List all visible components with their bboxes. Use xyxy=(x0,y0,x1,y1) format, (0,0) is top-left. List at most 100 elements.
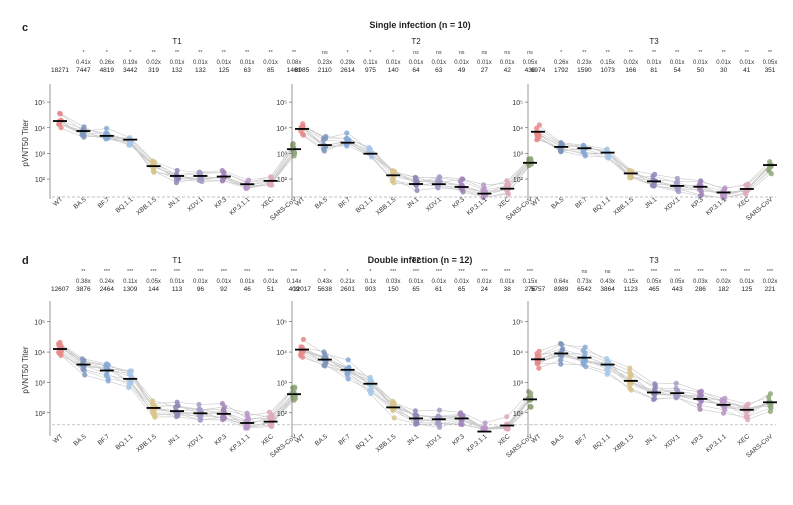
data-point xyxy=(580,142,587,148)
data-point xyxy=(219,178,225,184)
data-point xyxy=(457,411,463,417)
significance-label: ** xyxy=(198,50,203,56)
data-point xyxy=(246,177,252,183)
gmt-value-label: 140 xyxy=(388,67,399,74)
category-label: WT xyxy=(52,196,64,208)
significance-label: ** xyxy=(292,50,297,56)
data-point xyxy=(536,133,543,139)
data-point xyxy=(414,412,420,418)
significance-label: ** xyxy=(629,50,634,56)
category-label: XBB.1.5 xyxy=(375,196,398,217)
gmt-value-label: 2614 xyxy=(340,67,355,74)
significance-label: ns xyxy=(504,50,510,56)
significance-label: *** xyxy=(197,269,204,275)
fold-change-label: 0.01x xyxy=(263,279,278,285)
significance-label: *** xyxy=(127,269,134,275)
data-point xyxy=(673,393,679,399)
data-point xyxy=(626,167,633,173)
category-label: XEC xyxy=(736,196,751,210)
category-label: BF.7 xyxy=(97,433,112,447)
data-point xyxy=(582,350,588,356)
data-point xyxy=(558,357,564,363)
gmt-value-label: 50 xyxy=(697,67,705,74)
fold-change-label: 0.19x xyxy=(123,60,138,66)
fold-change-label: 0.01x xyxy=(477,279,492,285)
data-point xyxy=(58,348,64,354)
data-point xyxy=(582,344,588,350)
gmt-value-label: 2464 xyxy=(100,286,115,293)
data-point xyxy=(558,140,564,146)
category-label: KP.3 xyxy=(451,196,466,210)
data-point xyxy=(300,336,307,342)
significance-label: * xyxy=(129,50,132,56)
category-label: BA.5 xyxy=(72,433,88,448)
gmt-value-label: 5638 xyxy=(318,286,333,293)
data-point xyxy=(651,387,658,393)
fold-change-label: 0.01x xyxy=(454,279,469,285)
category-label: JN.1 xyxy=(406,433,421,447)
significance-label: ** xyxy=(698,50,703,56)
gmt-value-label: 182 xyxy=(718,286,729,293)
data-point xyxy=(321,135,327,141)
data-point xyxy=(435,420,441,426)
fold-change-label: 0.01x xyxy=(716,60,731,66)
category-label: WT xyxy=(52,433,64,445)
fold-change-label: 0.01x xyxy=(500,279,515,285)
significance-label: ** xyxy=(605,50,610,56)
data-point xyxy=(558,361,564,367)
significance-label: ** xyxy=(745,50,750,56)
data-point xyxy=(367,378,373,384)
data-point xyxy=(722,398,728,404)
data-point xyxy=(172,404,179,410)
data-point xyxy=(105,362,111,368)
panel-letter-c: c xyxy=(22,22,29,34)
category-label: JN.1 xyxy=(644,433,659,447)
gmt-value-label: 125 xyxy=(741,286,752,293)
significance-label: * xyxy=(324,269,327,275)
data-point xyxy=(243,184,249,190)
fold-change-label: 0.01x xyxy=(409,60,424,66)
data-point xyxy=(766,166,772,172)
data-point xyxy=(482,420,488,426)
data-point xyxy=(722,194,728,200)
panel-title-t3: T3 xyxy=(649,37,659,46)
significance-label: *** xyxy=(651,269,658,275)
data-point xyxy=(560,346,566,352)
significance-label: ** xyxy=(222,50,227,56)
significance-label: *** xyxy=(504,269,511,275)
significance-label: ** xyxy=(652,50,657,56)
data-point xyxy=(266,414,272,421)
data-point xyxy=(221,415,228,421)
significance-label: *** xyxy=(744,269,751,275)
data-point xyxy=(245,415,251,421)
data-point xyxy=(219,167,225,174)
gmt-value-label: 1461 xyxy=(287,67,302,74)
category-label: KP.3 xyxy=(690,196,705,210)
fold-change-label: 0.15x xyxy=(600,60,615,66)
data-point xyxy=(300,132,306,138)
fold-change-label: 0.11x xyxy=(363,60,377,66)
category-label: KP.3.1.1 xyxy=(229,196,252,217)
y-tick-label: 10² xyxy=(277,177,288,184)
data-point xyxy=(628,173,634,179)
category-label: XDV.1 xyxy=(425,196,444,213)
category-label: XBB.1.5 xyxy=(135,433,158,454)
y-tick-label: 10⁴ xyxy=(34,350,45,357)
data-point xyxy=(675,388,681,394)
gmt-value-label: 12607 xyxy=(51,286,69,293)
gmt-value-label: 54 xyxy=(674,67,682,74)
panel-letter-d: d xyxy=(22,255,29,267)
category-label: XEC xyxy=(260,433,275,447)
data-point xyxy=(321,362,327,368)
data-point xyxy=(604,154,610,160)
gmt-value-label: 63 xyxy=(244,67,252,74)
data-point xyxy=(300,354,306,360)
gmt-value-label: 903 xyxy=(365,286,376,293)
y-tick-label: 10⁴ xyxy=(34,126,45,133)
category-label: KP.3.1.1 xyxy=(705,433,728,454)
data-point xyxy=(459,421,465,428)
significance-label: *** xyxy=(390,269,397,275)
data-point xyxy=(173,176,179,182)
significance-label: * xyxy=(347,269,350,275)
